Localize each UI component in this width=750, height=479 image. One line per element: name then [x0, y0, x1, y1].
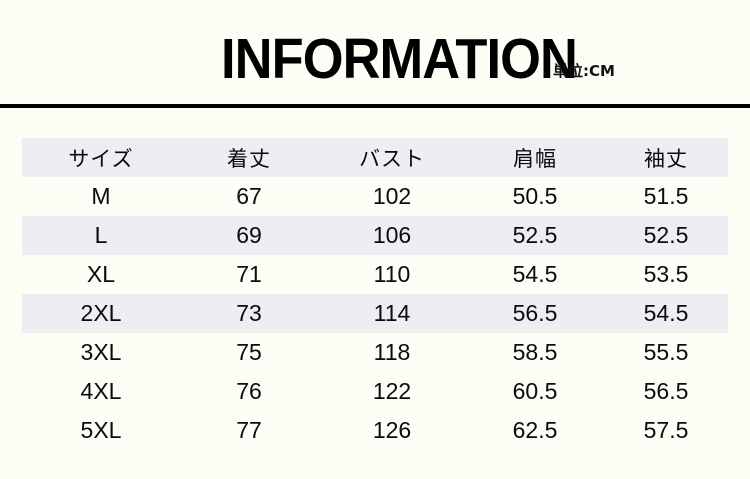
cell-size: 5XL [80, 417, 122, 443]
table-row: L 69 106 52.5 52.5 [22, 216, 728, 255]
table-row: 2XL 73 114 56.5 54.5 [22, 294, 728, 333]
cell-sleeve: 56.5 [643, 378, 689, 404]
cell-shoulder: 56.5 [512, 300, 558, 326]
column-header-bust: バスト [359, 146, 425, 171]
cell-shoulder: 58.5 [512, 339, 558, 365]
cell-length: 75 [236, 339, 262, 365]
cell-size: 4XL [80, 378, 122, 404]
cell-shoulder: 50.5 [512, 183, 558, 209]
cell-length: 73 [236, 300, 262, 326]
cell-length: 69 [236, 222, 262, 248]
table-row: M 67 102 50.5 51.5 [22, 177, 728, 216]
cell-bust: 122 [372, 378, 412, 404]
cell-sleeve: 55.5 [643, 339, 689, 365]
column-header-length: 着丈 [227, 146, 271, 171]
cell-sleeve: 57.5 [643, 417, 689, 443]
cell-bust: 114 [373, 300, 411, 326]
cell-shoulder: 62.5 [512, 417, 558, 443]
cell-sleeve: 54.5 [643, 300, 689, 326]
cell-bust: 126 [372, 417, 412, 443]
cell-bust: 118 [373, 339, 411, 365]
cell-sleeve: 51.5 [643, 183, 689, 209]
column-header-sleeve: 袖丈 [644, 146, 688, 171]
cell-shoulder: 60.5 [512, 378, 558, 404]
table-body: M 67 102 50.5 51.5 L 69 106 52.5 52.5 XL 71 110 54.5 5… [22, 177, 728, 450]
page-title: INFORMATION [221, 27, 578, 91]
table-header-row: サイズ 着丈 バスト 肩幅 袖丈 [22, 138, 728, 177]
header-divider [0, 104, 750, 108]
cell-shoulder: 54.5 [512, 261, 558, 287]
column-header-size: サイズ [68, 146, 134, 171]
cell-length: 76 [236, 378, 262, 404]
cell-length: 77 [236, 417, 262, 443]
cell-size: L [94, 222, 108, 248]
cell-bust: 106 [372, 222, 412, 248]
cell-length: 71 [236, 261, 262, 287]
cell-size: 2XL [80, 300, 122, 326]
cell-size: M [91, 183, 111, 209]
table-row: XL 71 110 54.5 53.5 [22, 255, 728, 294]
cell-sleeve: 53.5 [643, 261, 689, 287]
table-head: サイズ 着丈 バスト 肩幅 袖丈 [22, 138, 728, 177]
table-row: 3XL 75 118 58.5 55.5 [22, 333, 728, 372]
table-row: 4XL 76 122 60.5 56.5 [22, 372, 728, 411]
cell-length: 67 [236, 183, 262, 209]
table-row: 5XL 77 126 62.5 57.5 [22, 411, 728, 450]
cell-bust: 102 [372, 183, 412, 209]
cell-size: XL [86, 261, 116, 287]
size-table: サイズ 着丈 バスト 肩幅 袖丈 M 67 102 50.5 51.5 L 69 106 52.… [22, 138, 728, 450]
cell-size: 3XL [80, 339, 122, 365]
header-band: INFORMATION 単位:CM [0, 0, 750, 106]
unit-note: 単位:CM [553, 62, 615, 80]
column-header-shoulder: 肩幅 [513, 146, 557, 171]
cell-sleeve: 52.5 [643, 222, 689, 248]
size-table-container: サイズ 着丈 バスト 肩幅 袖丈 M 67 102 50.5 51.5 L 69 106 52.… [0, 108, 750, 479]
cell-bust: 110 [373, 261, 411, 287]
cell-shoulder: 52.5 [512, 222, 558, 248]
